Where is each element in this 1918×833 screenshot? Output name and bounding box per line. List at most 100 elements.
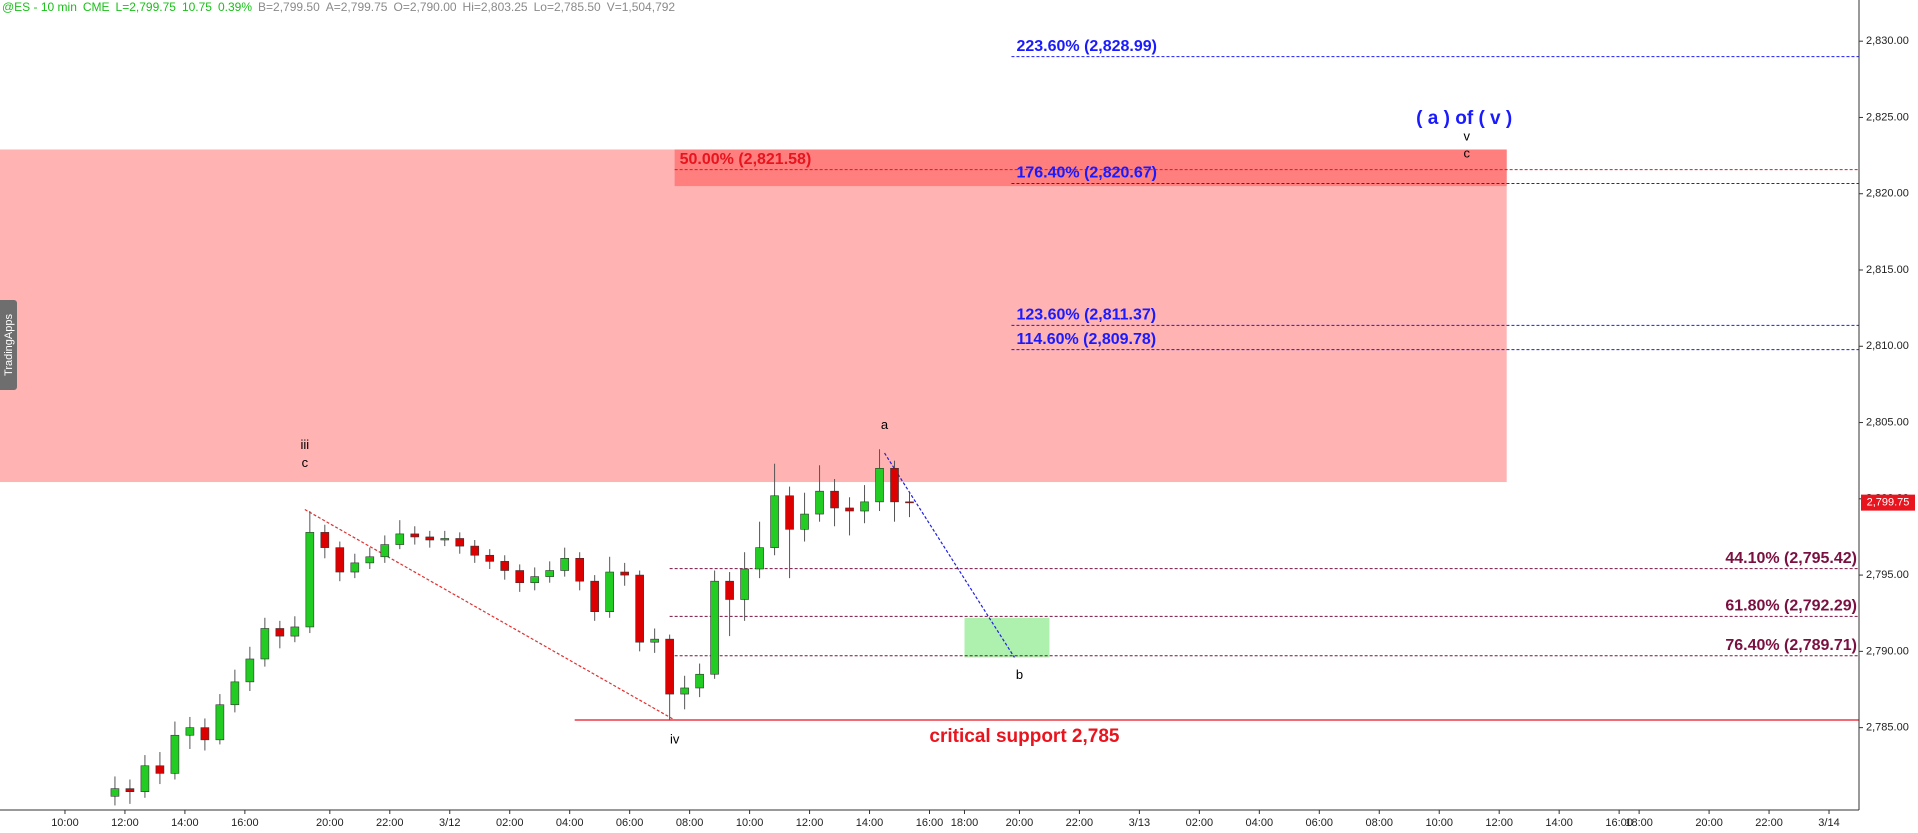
candle-body	[260, 628, 270, 660]
quote-field: L=2,799.75	[115, 0, 176, 14]
x-tick-label: 3/14	[1818, 817, 1839, 829]
candle-body	[605, 571, 614, 612]
x-tick-label: 12:00	[111, 817, 139, 829]
x-tick-label: 22:00	[376, 817, 404, 829]
x-tick-label: 16:00	[231, 817, 259, 829]
x-tick-label: 10:00	[1425, 817, 1453, 829]
candle-body	[725, 580, 734, 600]
x-tick-label: 16:00	[1605, 817, 1633, 829]
candle-body	[410, 533, 420, 538]
side-tab-label: TradingApps	[2, 314, 15, 376]
x-tick-label: 20:00	[1695, 817, 1723, 829]
x-tick-label: 02:00	[496, 817, 524, 829]
x-tick-label: 3/13	[1129, 817, 1150, 829]
candle-body	[575, 558, 584, 582]
candle-body	[710, 580, 719, 675]
quote-field: 10.75	[181, 0, 212, 14]
candle-body	[290, 626, 300, 637]
candle-body	[815, 490, 824, 515]
quote-field: Hi=2,803.25	[462, 0, 528, 14]
x-tick-label: 12:00	[1485, 817, 1513, 829]
annotation: c	[302, 455, 309, 470]
x-tick-label: 22:00	[1755, 817, 1783, 829]
candle-body	[305, 532, 315, 628]
candle-body	[530, 576, 540, 584]
candle-body	[125, 788, 135, 792]
candle-body	[500, 561, 510, 571]
x-tick-label: 14:00	[171, 817, 199, 829]
annotation: iv	[670, 731, 680, 746]
y-tick-label: 2,795.00	[1866, 569, 1909, 581]
x-tick-label: 16:00	[916, 817, 944, 829]
zone	[0, 149, 1507, 483]
candle-body	[365, 556, 375, 564]
candle-body	[215, 704, 225, 741]
candle-body	[170, 734, 180, 774]
x-tick-label: 04:00	[556, 817, 584, 829]
y-tick-label: 2,825.00	[1866, 111, 1909, 123]
quote-field: O=2,790.00	[393, 0, 457, 14]
candle-body	[440, 538, 450, 541]
quote-field: @ES - 10 min	[2, 0, 77, 14]
quote-field: B=2,799.50	[258, 0, 320, 14]
last-price-label: 2,799.75	[1867, 497, 1910, 509]
annotation: iii	[301, 437, 310, 452]
y-tick-label: 2,820.00	[1866, 188, 1909, 200]
candle-body	[140, 765, 150, 792]
side-tab[interactable]: TradingApps	[0, 300, 17, 390]
quote-field: Lo=2,785.50	[533, 0, 601, 14]
fib-label: 50.00% (2,821.58)	[680, 151, 812, 168]
annotation: critical support 2,785	[929, 726, 1120, 747]
annotation: v	[1463, 129, 1470, 144]
candle-body	[470, 545, 480, 556]
candle-body	[890, 468, 899, 503]
x-tick-label: 08:00	[1365, 817, 1393, 829]
annotation: ( a ) of ( v )	[1416, 108, 1512, 129]
x-tick-label: 12:00	[796, 817, 824, 829]
x-tick-label: 3/12	[439, 817, 460, 829]
candle-body	[665, 638, 674, 695]
y-tick-label: 2,830.00	[1866, 35, 1909, 47]
y-tick-label: 2,810.00	[1866, 340, 1909, 352]
candle-body	[515, 570, 525, 584]
y-tick-label: 2,785.00	[1866, 722, 1909, 734]
candle-body	[650, 638, 659, 643]
candle-body	[755, 547, 764, 570]
y-tick-label: 2,790.00	[1866, 645, 1909, 657]
x-tick-label: 22:00	[1066, 817, 1094, 829]
candle-body	[695, 673, 704, 689]
candle-body	[320, 532, 330, 548]
candle-body	[230, 681, 240, 706]
trend-line	[304, 508, 675, 721]
candle-body	[845, 507, 854, 512]
annotation: c	[1463, 146, 1470, 161]
y-tick-label: 2,815.00	[1866, 264, 1909, 276]
zone	[964, 617, 1050, 658]
candle-body	[590, 580, 599, 612]
x-tick-label: 18:00	[1625, 817, 1653, 829]
candle-body	[110, 788, 120, 797]
quote-field: CME	[82, 0, 110, 14]
candle-body	[350, 562, 360, 573]
candle-body	[335, 547, 345, 573]
x-tick-label: 06:00	[616, 817, 644, 829]
candle-body	[560, 558, 569, 571]
candle-body	[200, 727, 210, 741]
x-tick-label: 06:00	[1306, 817, 1334, 829]
quote-field: 0.39%	[217, 0, 253, 14]
candle-body	[905, 501, 914, 504]
last-price-tag	[1861, 494, 1915, 511]
candle-body	[860, 501, 869, 512]
annotation: a	[881, 417, 889, 432]
fib-label: 76.40% (2,789.71)	[1725, 637, 1857, 654]
candle-body	[395, 533, 405, 545]
candle-body	[425, 536, 435, 541]
candle-body	[770, 495, 779, 548]
x-tick-label: 10:00	[736, 817, 764, 829]
zone	[674, 149, 1507, 187]
quote-field: A=2,799.75	[325, 0, 388, 14]
candle-body	[245, 658, 255, 683]
candle-body	[680, 687, 689, 695]
candle-body	[545, 570, 555, 577]
